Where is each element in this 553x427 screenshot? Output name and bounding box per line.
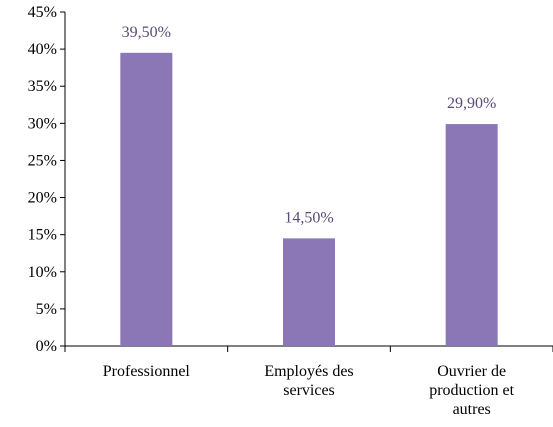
y-tick-label: 0% <box>36 338 57 355</box>
bar-data-label: 29,90% <box>447 95 496 112</box>
y-tick-label: 5% <box>36 301 57 318</box>
bar-data-label: 39,50% <box>122 24 171 41</box>
y-tick-label: 40% <box>28 41 57 58</box>
y-axis-ticks: 0% 5% 10% 15% 20% 25% 30% 35% 40% 45% <box>28 4 553 355</box>
y-tick-label: 25% <box>28 152 57 169</box>
bar <box>120 52 173 346</box>
category-labels: Professionnel Employés des services Ouvrier… <box>103 363 515 418</box>
y-tick-label: 10% <box>28 264 57 281</box>
category-label: Ouvrier de production et autres <box>429 363 514 418</box>
category-label: Professionnel <box>103 363 191 380</box>
y-tick-label: 45% <box>28 4 57 21</box>
bar <box>445 124 498 346</box>
bar <box>283 238 335 346</box>
bar-data-label: 14,50% <box>284 209 333 226</box>
y-tick-label: 35% <box>28 78 57 95</box>
y-tick-label: 30% <box>28 115 57 132</box>
y-tick-label: 20% <box>28 190 57 207</box>
category-label: Employés des services <box>264 363 353 399</box>
y-tick-label: 15% <box>28 227 57 244</box>
bars: 39,50% 14,50% 29,90% <box>120 24 498 346</box>
